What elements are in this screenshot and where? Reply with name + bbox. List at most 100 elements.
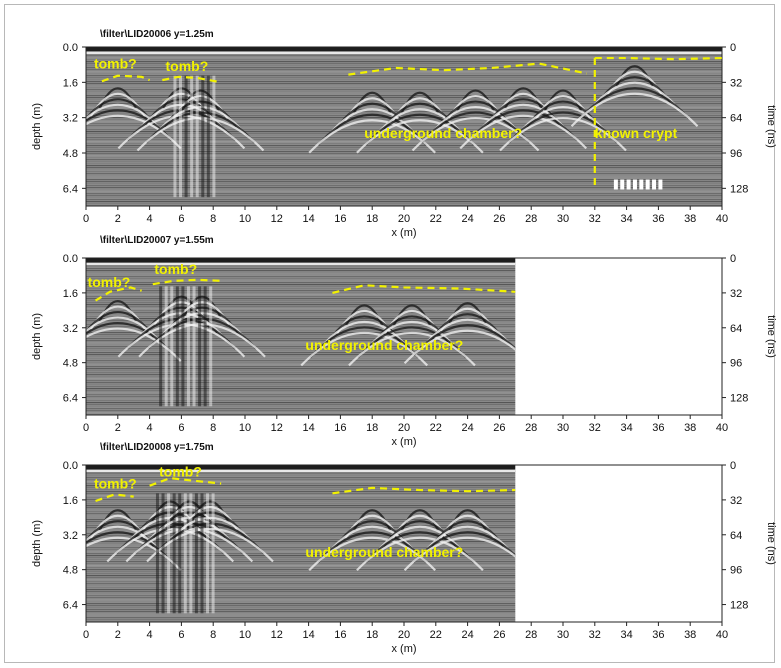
x-tick-label: 16 — [334, 629, 346, 641]
x-tick-label: 18 — [366, 213, 378, 225]
x-tick-label: 2 — [115, 422, 121, 434]
strong-reflection — [167, 493, 171, 614]
x-tick-label: 10 — [239, 422, 251, 434]
noise-band — [86, 79, 722, 81]
x-tick-label: 6 — [178, 422, 184, 434]
noise-band — [86, 103, 722, 105]
noise-band — [86, 278, 516, 280]
noise-band — [86, 139, 722, 141]
strong-reflection — [632, 179, 637, 190]
noise-band — [86, 294, 516, 296]
annotation-label: underground chamber? — [364, 125, 522, 141]
x-tick-label: 4 — [147, 422, 153, 434]
noise-band — [86, 81, 722, 83]
y2-tick-label: 32 — [730, 77, 742, 89]
annotation-label: tomb? — [88, 274, 131, 290]
noise-band — [86, 97, 722, 99]
annotation-label: underground chamber? — [305, 544, 463, 560]
x-tick-label: 40 — [716, 213, 728, 225]
noise-band — [86, 163, 722, 165]
noise-band — [86, 147, 722, 149]
y-tick-label: 6.4 — [63, 600, 78, 612]
noise-band — [86, 611, 516, 613]
y2-tick-label: 96 — [730, 148, 742, 160]
noise-band — [86, 89, 722, 91]
noise-band — [86, 133, 722, 135]
noise-band — [86, 481, 516, 483]
noise-band — [86, 328, 516, 330]
x-tick-label: 6 — [178, 213, 184, 225]
strong-reflection — [201, 75, 205, 198]
strong-reflection — [620, 179, 625, 190]
noise-band — [86, 527, 516, 529]
noise-band — [86, 549, 516, 551]
noise-band — [86, 469, 516, 471]
hyperbola — [317, 531, 428, 563]
noise-band — [86, 360, 516, 362]
noise-band — [86, 380, 516, 382]
x-tick-label: 30 — [557, 213, 569, 225]
noise-band — [86, 340, 516, 342]
hyperbola — [499, 117, 627, 152]
noise-band — [86, 141, 722, 143]
noise-band — [86, 306, 516, 308]
noise-band — [86, 583, 516, 585]
x-tick-label: 14 — [302, 629, 314, 641]
x-tick-label: 20 — [398, 422, 410, 434]
y-tick-label: 3.2 — [63, 113, 78, 125]
hyperbola — [86, 536, 182, 572]
surface-line — [86, 47, 722, 51]
strong-reflection — [209, 286, 213, 407]
noise-band — [86, 489, 516, 491]
figure-frame — [4, 4, 775, 663]
noise-band — [86, 91, 722, 93]
noise-band — [86, 575, 516, 577]
noise-band — [86, 137, 722, 139]
noise-band — [86, 292, 516, 294]
noise-band — [86, 145, 722, 147]
noise-band — [86, 63, 722, 65]
noise-band — [86, 119, 722, 121]
surface-line — [86, 465, 516, 469]
hyperbola — [403, 536, 516, 572]
noise-band — [86, 543, 516, 545]
interpretation-line — [162, 75, 222, 84]
noise-band — [86, 581, 516, 583]
annotation-label: tomb? — [94, 56, 137, 72]
noise-band — [86, 410, 516, 412]
noise-band — [86, 348, 516, 350]
x-tick-label: 2 — [115, 213, 121, 225]
noise-band — [86, 607, 516, 609]
noise-band — [86, 603, 516, 605]
noise-band — [86, 541, 516, 543]
x-tick-label: 20 — [398, 213, 410, 225]
noise-band — [86, 143, 722, 145]
noise-band — [86, 495, 516, 497]
x-tick-label: 10 — [239, 213, 251, 225]
x-tick-label: 16 — [334, 213, 346, 225]
hyperbola — [508, 111, 618, 144]
noise-band — [86, 322, 516, 324]
noise-band — [86, 336, 516, 338]
noise-band — [86, 579, 516, 581]
noise-band — [86, 595, 516, 597]
noise-band — [86, 330, 516, 332]
x-tick-label: 36 — [652, 213, 664, 225]
annotation-label: underground chamber? — [305, 337, 463, 353]
noise-band — [86, 179, 722, 181]
x-tick-label: 30 — [557, 422, 569, 434]
interpretation-line — [101, 74, 151, 83]
noise-band — [86, 344, 516, 346]
interpretation-line — [594, 56, 723, 61]
x-tick-label: 40 — [716, 629, 728, 641]
noise-band — [86, 577, 516, 579]
noise-band — [86, 320, 516, 322]
y-tick-label: 1.6 — [63, 77, 78, 89]
noise-band — [86, 571, 516, 573]
noise-band — [86, 396, 516, 398]
noise-band — [86, 296, 516, 298]
strong-reflection — [652, 179, 657, 190]
hyperbola — [468, 109, 579, 142]
y2-axis-label: time (ns) — [765, 315, 777, 358]
noise-band — [86, 69, 722, 71]
